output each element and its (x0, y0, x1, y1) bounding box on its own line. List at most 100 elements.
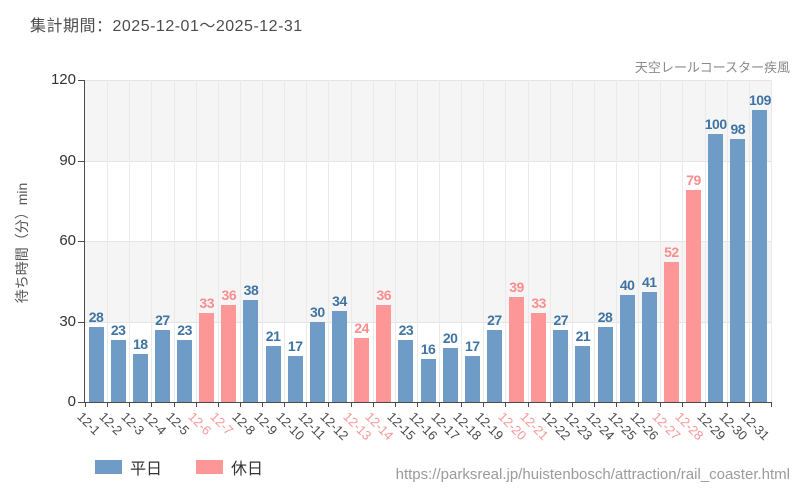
x-gridline (416, 80, 418, 402)
bar-12-18[interactable] (464, 356, 480, 402)
source-url: https://parksreal.jp/huistenbosch/attrac… (395, 466, 790, 483)
bar-12-16[interactable] (420, 359, 436, 402)
bar-12-19[interactable] (486, 329, 502, 402)
x-gridline (593, 80, 595, 402)
x-axis-tick (638, 402, 640, 407)
x-axis-tick (107, 402, 109, 407)
bar-12-8[interactable] (243, 300, 259, 402)
bar-value-label: 23 (110, 322, 126, 339)
x-gridline (173, 80, 175, 402)
x-gridline (195, 80, 197, 402)
x-axis-tick (394, 402, 396, 407)
x-gridline (372, 80, 374, 402)
holiday-color-swatch (196, 460, 224, 474)
x-gridline (129, 80, 131, 402)
x-axis-tick (593, 402, 595, 407)
bar-value-label: 24 (354, 319, 369, 336)
bar-12-31[interactable] (752, 109, 768, 402)
bar-12-14[interactable] (376, 305, 392, 402)
y-axis-tick (78, 241, 84, 242)
x-axis-tick (616, 402, 618, 407)
y-tick-label: 60 (59, 232, 76, 249)
bar-value-label: 33 (531, 295, 546, 312)
bar-value-label: 98 (730, 121, 746, 138)
bar-12-27[interactable] (663, 262, 679, 402)
x-gridline (660, 80, 662, 402)
y-gridline (85, 241, 771, 242)
bar-value-label: 27 (487, 311, 502, 328)
bar-value-label: 18 (133, 335, 148, 352)
x-axis-tick (660, 402, 662, 407)
bar-12-2[interactable] (110, 340, 126, 402)
bar-12-29[interactable] (708, 133, 724, 402)
y-axis-tick (78, 402, 84, 403)
bar-12-4[interactable] (154, 329, 170, 402)
bar-value-label: 36 (376, 287, 392, 304)
x-gridline (328, 80, 330, 402)
bar-12-13[interactable] (354, 337, 370, 402)
x-axis-tick (306, 402, 308, 407)
x-tick-label-12-8: 12-8 (229, 409, 259, 439)
bar-12-22[interactable] (553, 329, 569, 402)
x-axis-tick (748, 402, 750, 407)
legend-item-holiday[interactable]: 休日 (196, 455, 263, 479)
bar-value-label: 79 (686, 172, 701, 189)
legend-holiday-label: 休日 (231, 461, 264, 478)
x-tick-label-12-2: 12-2 (96, 409, 126, 439)
bar-12-5[interactable] (177, 340, 193, 402)
bar-12-24[interactable] (597, 326, 613, 402)
x-axis-tick (129, 402, 131, 407)
x-gridline (284, 80, 286, 402)
legend-item-weekday[interactable]: 平日 (95, 455, 162, 479)
bar-12-7[interactable] (221, 305, 237, 402)
x-axis-tick (217, 402, 219, 407)
bar-12-21[interactable] (531, 313, 547, 402)
x-tick-label-12-6: 12-6 (185, 409, 215, 439)
bar-12-1[interactable] (88, 326, 104, 402)
y-gridline (85, 80, 771, 81)
bar-12-28[interactable] (686, 190, 702, 402)
x-tick-label-12-7: 12-7 (207, 409, 237, 439)
y-axis-tick (78, 160, 84, 162)
x-gridline (350, 80, 352, 402)
x-axis-tick (239, 402, 241, 407)
bar-12-3[interactable] (132, 353, 148, 402)
x-tick-label-12-5: 12-5 (162, 409, 192, 439)
x-axis-tick (439, 402, 441, 407)
y-tick-label: 0 (67, 393, 76, 410)
x-tick-label-12-1: 12-1 (74, 409, 104, 439)
x-tick-label-12-4: 12-4 (140, 409, 170, 439)
bar-value-label: 28 (597, 308, 613, 325)
bar-12-17[interactable] (442, 348, 458, 402)
bar-12-23[interactable] (575, 345, 591, 402)
bar-value-label: 41 (641, 273, 657, 290)
x-gridline (239, 80, 241, 402)
x-axis-tick (704, 402, 706, 407)
x-tick-label-12-9: 12-9 (251, 409, 281, 439)
bar-value-label: 36 (221, 287, 237, 304)
bar-12-10[interactable] (287, 356, 303, 402)
x-axis-tick (571, 402, 573, 407)
bar-12-9[interactable] (265, 345, 281, 402)
bar-value-label: 20 (442, 330, 458, 347)
bar-value-label: 27 (553, 311, 569, 328)
y-tick-label: 120 (50, 71, 76, 88)
bar-value-label: 23 (177, 322, 192, 339)
bar-12-15[interactable] (398, 340, 414, 402)
x-gridline (704, 80, 706, 402)
bar-12-20[interactable] (509, 297, 525, 402)
x-axis-tick (549, 402, 551, 407)
x-axis-tick (771, 402, 772, 407)
bar-12-12[interactable] (331, 310, 347, 402)
x-axis-tick (682, 402, 684, 407)
bar-12-30[interactable] (730, 139, 746, 402)
bar-12-6[interactable] (199, 313, 215, 402)
bar-value-label: 23 (398, 322, 414, 339)
bar-12-11[interactable] (309, 321, 325, 402)
x-axis-tick (85, 402, 86, 407)
bar-12-25[interactable] (619, 294, 635, 402)
bar-value-label: 39 (509, 279, 524, 296)
x-gridline (726, 80, 728, 402)
bar-12-26[interactable] (641, 291, 657, 402)
bar-value-label: 17 (464, 338, 480, 355)
